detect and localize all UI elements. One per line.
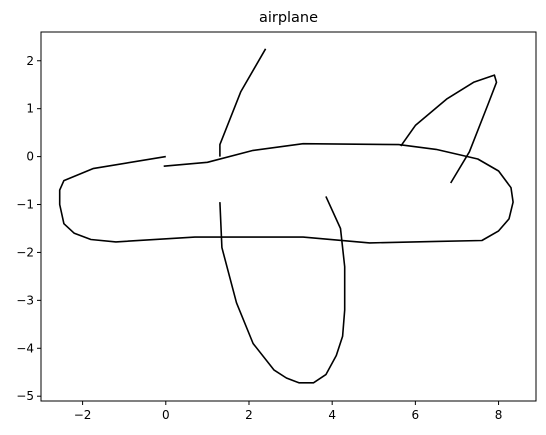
x-tick-label: 8 [495, 408, 503, 422]
y-tick-label: 2 [26, 54, 34, 68]
x-tick-label: 2 [245, 408, 253, 422]
y-tick-label: −4 [16, 341, 34, 355]
stroke-2 [219, 48, 267, 157]
y-tick-label: −5 [16, 389, 34, 403]
stroke-1 [58, 142, 514, 244]
y-tick-label: −2 [16, 245, 34, 259]
stroke-3 [219, 196, 346, 384]
y-axis: −5 −4 −3 −2 −1 0 1 2 [16, 54, 41, 403]
stroke-4 [400, 74, 498, 184]
drawing-strokes [58, 48, 514, 384]
x-tick-label: 0 [162, 408, 170, 422]
y-tick-label: 1 [26, 102, 34, 116]
plot-frame [40, 31, 537, 402]
x-tick-label: 6 [412, 408, 420, 422]
y-tick-label: −3 [16, 293, 34, 307]
y-tick-label: 0 [26, 150, 34, 164]
y-tick-label: −1 [16, 198, 34, 212]
x-tick-label: −2 [74, 408, 92, 422]
x-tick-label: 4 [328, 408, 336, 422]
chart-title: airplane [259, 10, 318, 26]
x-axis: −2 0 2 4 6 8 [74, 401, 503, 422]
